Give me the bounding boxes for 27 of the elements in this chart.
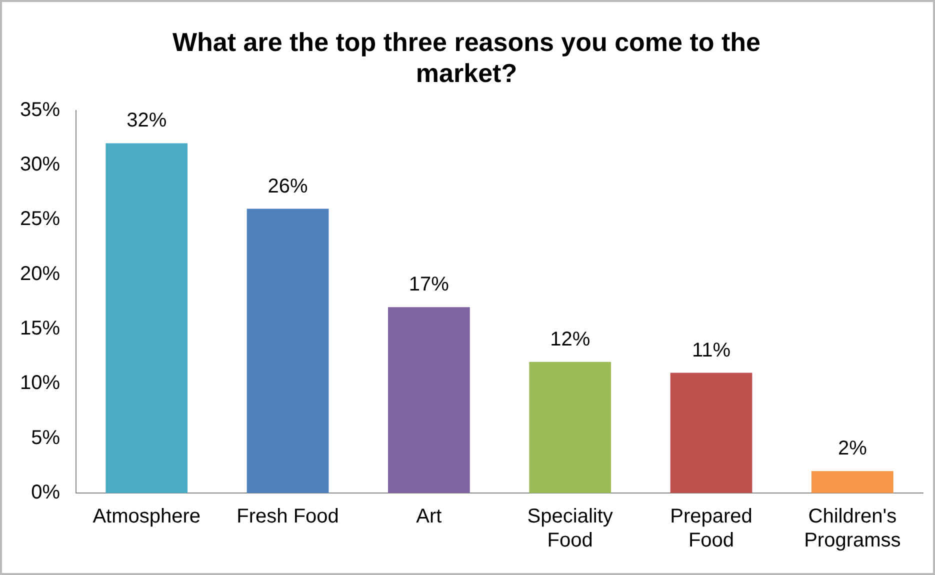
y-tick-label: 15%	[20, 318, 60, 340]
y-tick-label: 35%	[20, 98, 60, 121]
data-label: 12%	[550, 328, 590, 350]
bar	[670, 372, 752, 493]
y-tick-label: 5%	[31, 426, 60, 449]
x-tick-label: Art	[416, 506, 442, 528]
y-tick-label: 20%	[20, 262, 60, 285]
y-tick-label: 30%	[20, 154, 60, 176]
bar	[106, 143, 188, 493]
x-tick-label: Fresh Food	[236, 506, 339, 528]
y-tick-label: 10%	[20, 372, 60, 394]
x-tick-label: Atmosphere	[92, 506, 201, 528]
bar	[811, 471, 894, 493]
data-label: 17%	[408, 274, 450, 296]
data-label: 32%	[126, 110, 167, 132]
bar	[246, 208, 329, 493]
data-label: 26%	[268, 175, 308, 198]
y-tick-label: 0%	[31, 482, 60, 504]
bar	[388, 307, 470, 493]
y-tick-label: 25%	[20, 208, 60, 230]
bar	[529, 362, 612, 493]
x-tick-label: Speciality Food	[527, 506, 613, 552]
chart-title: What are the top three reasons you come to the market?	[172, 26, 760, 88]
data-label: 2%	[838, 438, 868, 460]
x-tick-label: Prepared Food	[670, 506, 752, 552]
data-label: 11%	[692, 339, 731, 362]
x-tick-label: Children's Programss	[804, 506, 901, 552]
